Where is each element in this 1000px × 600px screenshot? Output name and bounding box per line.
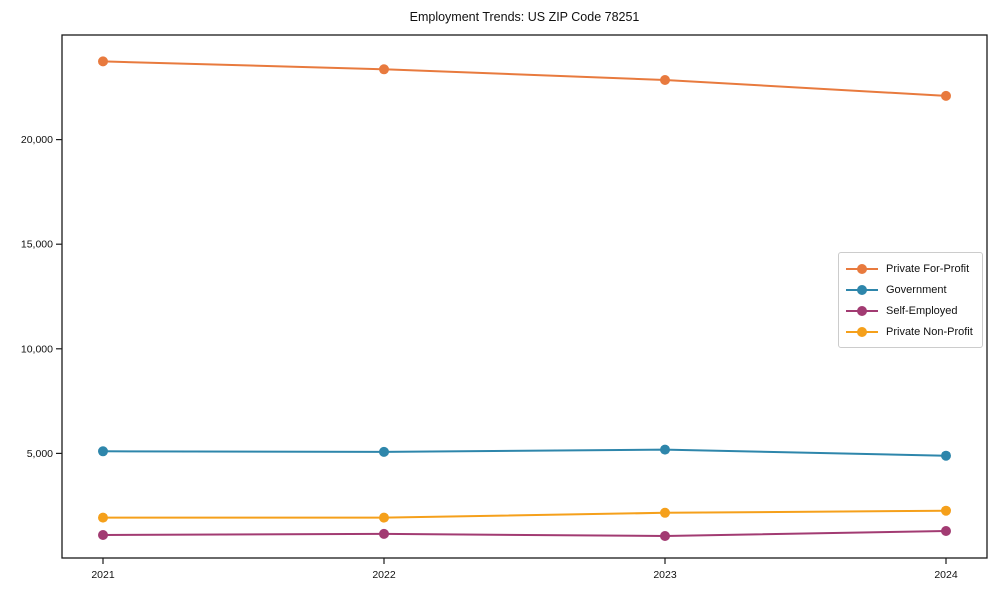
chart-title: Employment Trends: US ZIP Code 78251: [409, 10, 640, 24]
series-line-private-non-profit: [102, 509, 947, 519]
legend-line-marker-icon: [846, 284, 878, 295]
series-marker-self-employed: [98, 530, 108, 540]
plot-border: [61, 34, 988, 559]
series-marker-private-non-profit: [98, 512, 108, 523]
series-line-government: [102, 448, 947, 457]
legend-line-marker-icon: [846, 326, 878, 337]
series-marker-private-for-profit: [98, 56, 108, 67]
legend-line-marker-icon: [846, 263, 878, 274]
series-marker-private-non-profit: [379, 512, 389, 523]
series-marker-self-employed: [660, 531, 670, 541]
legend-item-private-for-profit: Private For-Profit: [846, 258, 975, 279]
series-marker-self-employed: [941, 526, 951, 536]
series-marker-government: [379, 446, 389, 457]
x-tick-label: 2023: [653, 569, 677, 581]
chart-legend: Private For-Profit Government Self-Employe…: [838, 252, 983, 348]
series-marker-self-employed: [379, 528, 389, 539]
y-tick-label: 15,000: [21, 239, 53, 251]
legend-label: Private For-Profit: [886, 262, 970, 275]
y-tick-label: 5,000: [27, 448, 53, 460]
series-marker-government: [660, 444, 670, 455]
series-marker-private-for-profit: [379, 64, 389, 75]
series-marker-private-non-profit: [941, 505, 951, 516]
y-tick-label: 10,000: [21, 343, 53, 355]
series-marker-private-for-profit: [660, 75, 670, 85]
series-marker-government: [941, 450, 951, 461]
legend-item-self-employed: Self-Employed: [846, 300, 975, 321]
legend-item-government: Government: [846, 279, 975, 300]
legend-label: Government: [886, 283, 947, 296]
x-tick-label: 2024: [934, 569, 958, 581]
x-tick-label: 2021: [91, 569, 115, 581]
legend-label: Private Non-Profit: [886, 325, 973, 338]
series-line-private-for-profit: [102, 60, 947, 97]
legend-line-marker-icon: [846, 305, 878, 316]
series-marker-government: [98, 446, 108, 457]
series-marker-private-non-profit: [660, 507, 670, 518]
legend-item-private-non-profit: Private Non-Profit: [846, 321, 975, 342]
x-tick-label: 2022: [372, 569, 396, 581]
series-line-self-employed: [102, 530, 947, 538]
y-tick-label: 20,000: [21, 134, 53, 146]
series-marker-private-for-profit: [941, 90, 951, 101]
legend-label: Self-Employed: [886, 304, 958, 317]
